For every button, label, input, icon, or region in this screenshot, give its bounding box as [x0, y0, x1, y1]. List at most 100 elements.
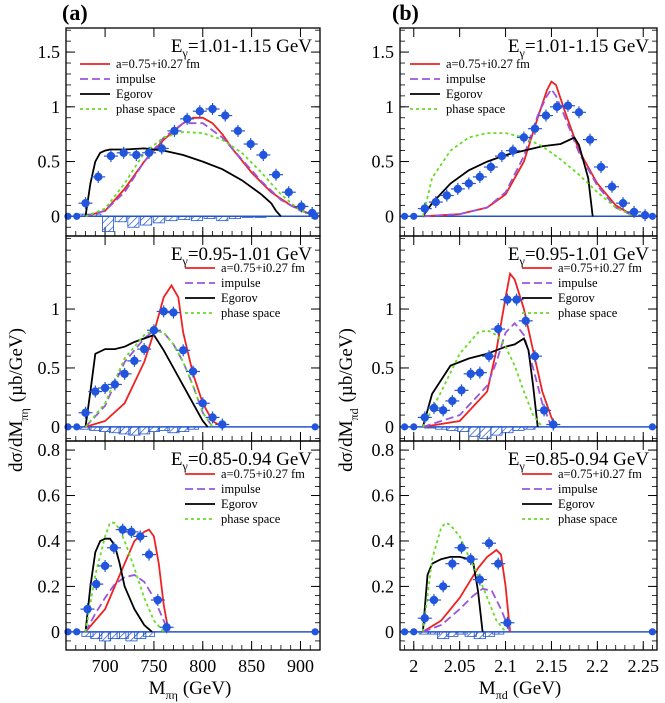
data-point	[410, 628, 418, 636]
data-point	[198, 399, 207, 408]
data-point	[648, 212, 657, 220]
curve-phase-space	[85, 131, 321, 218]
legend-label: phase space	[221, 512, 281, 526]
data-point	[94, 172, 103, 182]
ytick-label: 0.2	[372, 576, 395, 596]
data-point	[466, 554, 475, 564]
data-point	[144, 550, 154, 559]
panel-b-bot: 0 0.2 0.4 0.6 0.8 2 2.05 2.1 2.15 2.2 2.25 Eγ=0.85-…	[372, 440, 659, 676]
hatched-bar	[501, 426, 514, 434]
data-point	[530, 351, 540, 361]
ytick-label: 0	[385, 417, 394, 437]
xtick-label: 2.2	[586, 656, 609, 676]
data-point	[144, 148, 154, 157]
data-point	[195, 107, 205, 116]
data-point	[530, 124, 540, 133]
data-point	[607, 182, 617, 191]
panel-title: Eγ=0.95-1.01 GeV	[508, 244, 649, 268]
data-point	[130, 356, 139, 366]
data-point	[233, 126, 243, 136]
panel-title: Eγ=1.01-1.15 GeV	[508, 36, 649, 60]
xtick-label: 750	[140, 656, 167, 676]
data-point	[208, 413, 217, 422]
xtick-label: 800	[189, 656, 216, 676]
legend-label: Egorov	[116, 87, 154, 101]
data-point	[448, 396, 457, 406]
legend-label: impulse	[116, 72, 156, 86]
legend-label: phase space	[446, 102, 506, 116]
data-point	[549, 420, 558, 429]
hatched-bar	[512, 426, 525, 431]
plot-frame	[399, 440, 658, 651]
data-point	[100, 561, 110, 571]
data-point	[136, 532, 145, 541]
legend-label: impulse	[221, 276, 261, 290]
hatched-bar	[165, 215, 178, 222]
xtick-label: 2.25	[627, 656, 659, 676]
ytick-label: 0.8	[372, 440, 395, 460]
data-point	[484, 351, 494, 361]
hatched-bar	[127, 215, 140, 228]
data-point	[92, 579, 101, 589]
data-point	[208, 104, 217, 114]
data-point	[410, 423, 418, 431]
ytick-label: 0	[385, 206, 394, 226]
panel-label-a: (a)	[62, 0, 88, 25]
data-point	[503, 618, 512, 627]
hatched-bar	[446, 426, 459, 431]
data-point	[109, 543, 119, 552]
panel-a-bot: 0 0.2 0.4 0.6 0.8 700 750 800 850 900 Eγ=0.85-0.94…	[38, 440, 321, 676]
curve-phase-space	[422, 521, 507, 633]
data-point	[188, 367, 198, 376]
ytick-label: 0.5	[372, 358, 395, 378]
data-point	[297, 202, 306, 211]
curve-egorov	[84, 333, 209, 428]
plot-frame	[65, 440, 321, 651]
legend-label: a=0.75+i0.27 fm	[221, 467, 305, 481]
legend-label: a=0.75+i0.27 fm	[446, 57, 530, 71]
data-point	[162, 623, 171, 632]
data-point	[521, 316, 530, 326]
legend-label: a=0.75+i0.27 fm	[558, 467, 642, 481]
data-point	[259, 150, 268, 160]
right-xlabel: Mπd (GeV)	[479, 678, 562, 702]
hatched-bar	[143, 631, 156, 637]
hatched-bar	[140, 215, 153, 226]
legend-label: a=0.75+i0.27 fm	[221, 261, 305, 275]
curve-egorov	[422, 556, 484, 632]
ytick-label: 0	[51, 622, 60, 642]
data-point	[132, 150, 141, 160]
xtick-label: 2.05	[444, 656, 476, 676]
xtick-label: 2.1	[494, 656, 517, 676]
data-point	[494, 324, 503, 334]
data-point	[629, 207, 639, 217]
ytick-label: 0.2	[38, 576, 61, 596]
data-point	[100, 383, 110, 393]
data-point	[179, 346, 188, 355]
data-point	[574, 108, 584, 117]
hatched-bar	[114, 215, 127, 223]
data-point	[539, 406, 549, 415]
ytick-label: 1.5	[38, 42, 61, 62]
curve-impulse	[422, 87, 635, 218]
hatched-bar	[523, 426, 536, 430]
svg-text:dσ/dMπη(µb/GeV): dσ/dMπη(µb/GeV)	[6, 328, 31, 472]
legend-label: Egorov	[221, 291, 259, 305]
data-point	[106, 151, 116, 161]
data-point	[453, 184, 463, 194]
hatched-bar	[102, 215, 114, 233]
data-point	[438, 406, 448, 415]
data-point	[159, 307, 168, 316]
data-point	[221, 111, 230, 120]
data-point	[311, 212, 319, 220]
ytick-label: 0.6	[372, 486, 395, 506]
data-point	[81, 198, 90, 208]
data-point	[73, 423, 81, 431]
data-point	[475, 368, 485, 377]
data-point	[91, 387, 100, 396]
curve-egorov	[422, 337, 539, 428]
data-point	[640, 211, 650, 220]
